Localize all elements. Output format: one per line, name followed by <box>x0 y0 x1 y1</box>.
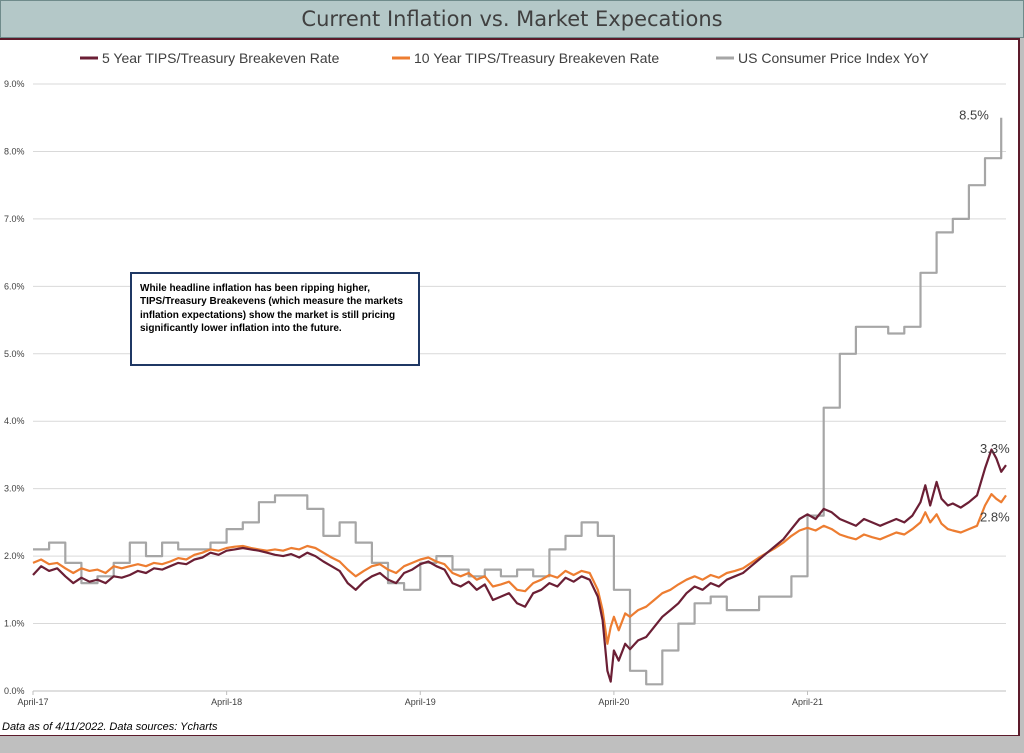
y-tick-label: 2.0% <box>4 551 25 561</box>
y-tick-label: 9.0% <box>4 79 25 89</box>
x-tick-label: April-21 <box>792 697 823 707</box>
chart-title: Current Inflation vs. Market Expecations <box>301 7 723 31</box>
line-chart: 0.0% 1.0% 2.0% 3.0% 4.0% 5.0% 6.0% 7.0% 8.0% 9.0%… <box>4 50 1010 707</box>
y-tick-label: 8.0% <box>4 146 25 156</box>
y-tick-label: 0.0% <box>4 686 25 696</box>
series-line-cpi <box>33 117 1003 686</box>
x-tick-label: April-17 <box>17 697 48 707</box>
annotation-box: While headline inflation has been rippin… <box>130 272 420 366</box>
y-tick-label: 6.0% <box>4 281 25 291</box>
end-label-five-year: 3.3% <box>980 441 1010 456</box>
end-label-cpi: 8.5% <box>959 108 989 123</box>
legend-label: US Consumer Price Index YoY <box>738 50 929 66</box>
gridlines <box>33 83 1006 692</box>
series-line-ten-year <box>32 493 1007 645</box>
y-tick-label: 3.0% <box>4 484 25 494</box>
series-lines <box>32 117 1007 686</box>
legend-label: 10 Year TIPS/Treasury Breakeven Rate <box>414 50 659 66</box>
series-line-five-year <box>32 448 1007 683</box>
end-labels: 3.3% 2.8% 8.5% <box>959 108 1010 525</box>
chart-panel <box>0 38 1020 737</box>
y-tick-label: 4.0% <box>4 416 25 426</box>
data-source-note: Data as of 4/11/2022. Data sources: Ycha… <box>2 721 218 733</box>
chart-title-bar: Current Inflation vs. Market Expecations <box>0 0 1024 38</box>
x-tick-label: April-20 <box>598 697 629 707</box>
legend: 5 Year TIPS/Treasury Breakeven Rate 10 Ye… <box>80 50 929 66</box>
y-axis-ticks: 0.0% 1.0% 2.0% 3.0% 4.0% 5.0% 6.0% 7.0% 8.0% 9.0% <box>4 79 25 696</box>
y-tick-label: 5.0% <box>4 349 25 359</box>
y-tick-label: 1.0% <box>4 619 25 629</box>
footer-bar <box>0 736 1024 753</box>
x-tick-label: April-19 <box>405 697 436 707</box>
legend-label: 5 Year TIPS/Treasury Breakeven Rate <box>102 50 340 66</box>
y-tick-label: 7.0% <box>4 214 25 224</box>
x-tick-label: April-18 <box>211 697 242 707</box>
end-label-ten-year: 2.8% <box>980 509 1010 524</box>
x-axis-ticks: April-17 April-18 April-19 April-20 April-21 <box>17 691 823 707</box>
